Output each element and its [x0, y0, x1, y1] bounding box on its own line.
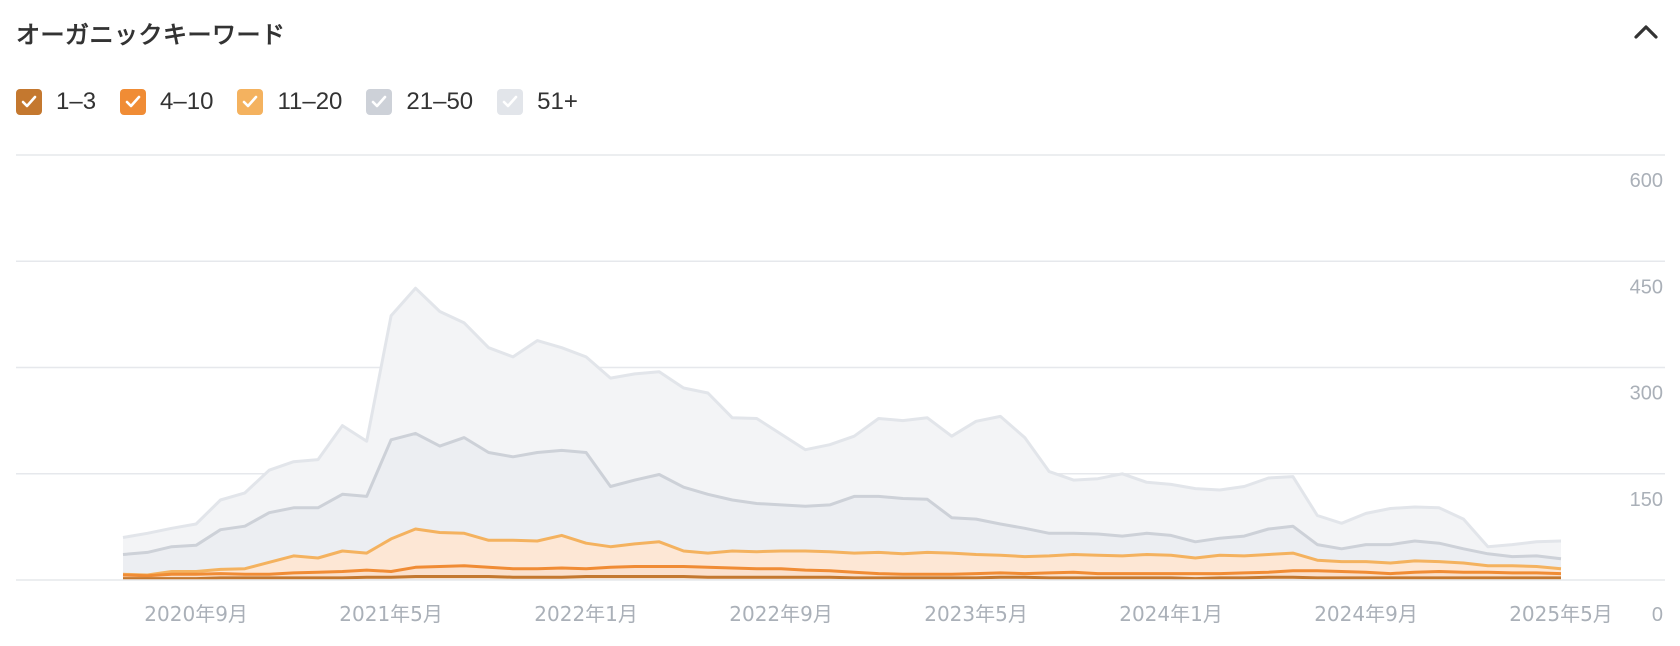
- legend-checkbox[interactable]: [497, 89, 524, 115]
- x-tick-label: 2022年9月: [729, 602, 833, 626]
- check-icon: [243, 95, 258, 108]
- legend-label: 1–3: [56, 88, 97, 115]
- legend-checkbox[interactable]: [237, 89, 264, 115]
- legend-item-4[interactable]: 21–50: [366, 88, 473, 116]
- legend-checkbox[interactable]: [366, 89, 393, 115]
- series-layers: [122, 286, 1562, 581]
- x-tick-label: 2025年5月: [1509, 602, 1613, 626]
- chevron-up-icon: [1634, 25, 1658, 39]
- y-tick-label: 0: [1652, 604, 1663, 626]
- legend-item-1[interactable]: 1–3: [16, 88, 96, 116]
- x-tick-label: 2024年1月: [1119, 602, 1223, 626]
- x-tick-label: 2022年1月: [534, 602, 638, 626]
- check-icon: [21, 95, 37, 108]
- y-tick-label: 150: [1630, 489, 1663, 511]
- series-line-2: [122, 564, 1562, 578]
- legend-item-5[interactable]: 51+: [497, 88, 578, 116]
- y-tick-label: 450: [1630, 276, 1663, 298]
- legend-item-2[interactable]: 4–10: [120, 88, 213, 116]
- y-tick-label: 300: [1630, 383, 1663, 405]
- series-line-5: [122, 286, 1562, 549]
- x-tick-label: 2024年9月: [1314, 602, 1418, 626]
- series-line-1: [123, 575, 1561, 581]
- series-line-4: [122, 431, 1562, 561]
- collapse-button[interactable]: [1628, 14, 1664, 50]
- x-tick-label: 2023年5月: [924, 602, 1028, 626]
- check-icon: [372, 95, 387, 108]
- legend-label: 4–10: [160, 88, 214, 115]
- legend-label: 51+: [537, 88, 578, 115]
- legend-checkbox[interactable]: [120, 89, 147, 115]
- series-line-3: [122, 527, 1562, 577]
- legend-item-3[interactable]: 11–20: [237, 88, 342, 116]
- widget-header: オーガニックキーワード: [16, 12, 1664, 52]
- check-icon: [502, 95, 518, 108]
- legend-checkbox[interactable]: [16, 89, 42, 115]
- check-icon: [125, 95, 141, 108]
- organic-keywords-chart: 600 450 300 150 0 2020年9月 2021年5月 2022年1月 2022年9…: [16, 154, 1665, 626]
- widget-title: オーガニックキーワード: [16, 20, 286, 49]
- x-tick-label: 2021年5月: [339, 602, 443, 626]
- legend-label: 21–50: [406, 88, 474, 115]
- chart-legend: 1–3 4–10 11–20 21–50 51+: [16, 86, 602, 118]
- x-tick-label: 2020年9月: [144, 602, 248, 626]
- y-tick-label: 600: [1630, 170, 1663, 192]
- legend-label: 11–20: [277, 88, 343, 115]
